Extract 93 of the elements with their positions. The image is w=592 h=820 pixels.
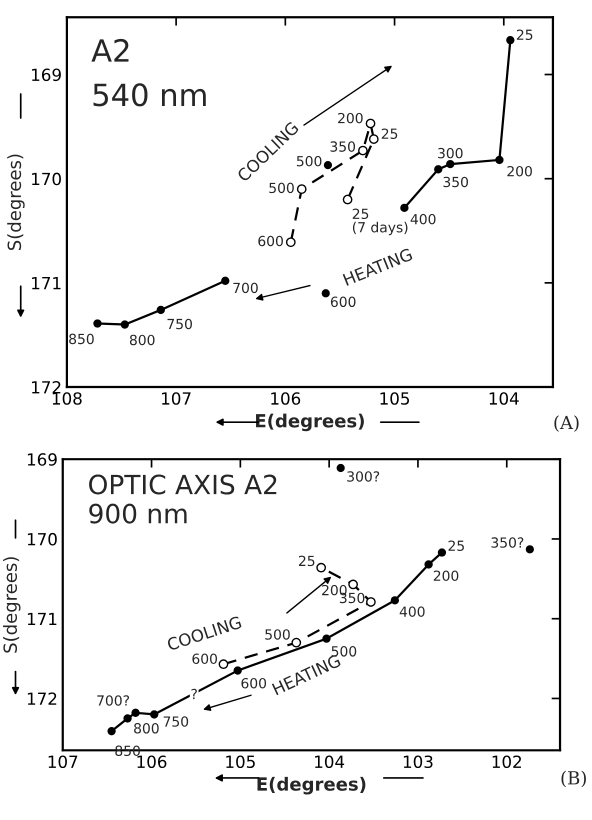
x-axis-title: E(degrees): [258, 776, 366, 794]
y-tick-label: 170: [28, 532, 57, 546]
annotation: 350: [443, 176, 468, 188]
text: A2: [91, 38, 128, 62]
annotation: 700: [233, 282, 258, 294]
y-axis-title: S(degrees): [7, 154, 25, 250]
x-tick-label: 108: [52, 392, 82, 405]
y-tick-label: 172: [32, 381, 60, 394]
annotation: 25 (7 days): [352, 208, 408, 236]
point: [366, 118, 376, 128]
annotation: 200: [338, 112, 363, 124]
chart-title: OPTIC AXIS A2: [89, 474, 276, 495]
point: [107, 726, 116, 736]
point: [438, 548, 446, 557]
x-tick-label: 104: [315, 755, 344, 768]
x-tick-label: 106: [137, 755, 166, 768]
y-tick-label: 170: [32, 172, 61, 186]
text: (A): [554, 415, 579, 432]
point: [366, 597, 376, 607]
y-tick-label: 169: [28, 453, 57, 466]
annotation: ?: [191, 688, 197, 700]
annotation: 850: [69, 334, 94, 344]
text: 900 nm: [89, 504, 187, 524]
annotation: 25: [448, 540, 464, 551]
x-tick-label: 106: [271, 392, 300, 405]
annotation: 300: [438, 148, 463, 158]
x-tick-label: 103: [404, 755, 433, 768]
annotation: 500: [296, 156, 322, 166]
annotation: 200: [434, 570, 458, 582]
point: [495, 156, 504, 164]
annotation: 350?: [491, 537, 524, 548]
point: [434, 165, 442, 174]
point: [156, 306, 165, 314]
annotation: 200: [507, 166, 532, 176]
point: [123, 714, 132, 723]
point: [348, 580, 358, 590]
annotation: 400: [410, 214, 436, 224]
y-tick-label: 171: [32, 277, 60, 290]
point: [120, 320, 129, 329]
y-tick-label: 172: [28, 692, 56, 705]
annotation: 800: [134, 723, 159, 734]
point: [291, 638, 302, 648]
annotation: 750: [164, 716, 188, 727]
text: 540 nm: [94, 83, 206, 106]
annotation: 750: [168, 318, 192, 330]
x-tick-label: 105: [226, 755, 255, 768]
annotation: 25: [516, 29, 532, 40]
point: [218, 659, 228, 670]
annotation: 600: [241, 678, 266, 688]
annotation: 25: [382, 128, 398, 139]
annotation: 500: [265, 629, 290, 640]
x-tick-label: 105: [380, 392, 410, 405]
point: [526, 545, 534, 554]
point: [221, 276, 230, 285]
annotation: 700?: [97, 695, 130, 706]
point: [322, 289, 330, 298]
y-tick-label: 169: [32, 68, 61, 82]
point: [150, 710, 158, 719]
point: [446, 160, 454, 168]
point: [324, 161, 332, 170]
point: [358, 146, 368, 156]
annotation: 400: [400, 606, 425, 617]
point: [322, 634, 331, 643]
y-axis-title: S(degrees): [3, 557, 21, 653]
point: [390, 596, 400, 605]
point: [342, 194, 352, 204]
annotation: 600: [258, 236, 283, 246]
x-tick-label: 107: [162, 392, 191, 405]
x-tick-label: 107: [48, 755, 78, 768]
point: [424, 560, 433, 569]
point: [296, 184, 307, 194]
x-axis-title: E(degrees): [256, 414, 364, 432]
annotation: 800: [130, 334, 155, 346]
point: [368, 134, 379, 144]
annotation: 300?: [347, 471, 380, 482]
annotation: 600: [192, 654, 217, 664]
point: [131, 708, 140, 717]
y-tick-label: 171: [28, 612, 56, 626]
x-tick-label: 104: [490, 392, 519, 405]
point: [400, 204, 409, 212]
point: [316, 562, 326, 573]
point: [234, 666, 242, 675]
point: [93, 319, 102, 328]
annotation: 350: [330, 141, 356, 152]
text: (B): [561, 770, 586, 788]
point: [336, 464, 345, 472]
x-tick-label: 102: [492, 755, 521, 768]
point: [506, 36, 514, 44]
annotation: 500: [332, 646, 356, 657]
annotation: 25: [298, 556, 314, 566]
annotation: 600: [330, 296, 356, 308]
annotation: 500: [269, 182, 294, 194]
point: [286, 237, 296, 248]
